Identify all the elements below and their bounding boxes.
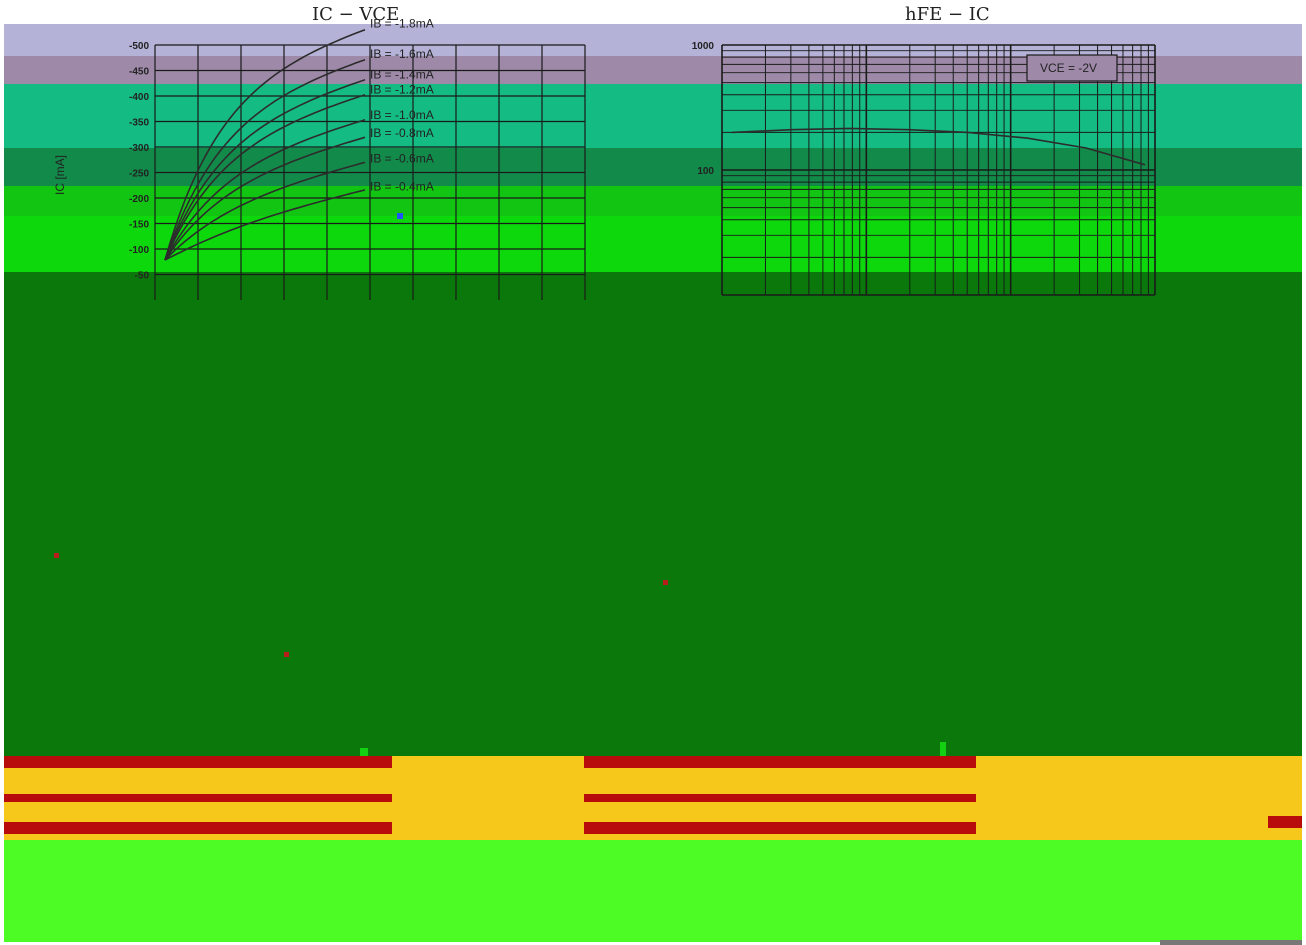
red-strip	[4, 756, 392, 768]
band-brightgreen	[4, 840, 1302, 942]
noise-bar	[1160, 940, 1302, 945]
curve-label: IB = -1.2mA	[370, 83, 434, 97]
curve-label: IB = -1.6mA	[370, 47, 434, 61]
y-tick-label: -50	[135, 271, 150, 282]
noise-bar	[940, 742, 946, 756]
y-tick-label: -300	[129, 143, 149, 154]
red-strip	[584, 822, 976, 834]
y-tick-label: 100	[697, 166, 714, 177]
curve-ib	[164, 161, 366, 261]
curve-ib	[164, 136, 366, 261]
annotation-box	[1026, 54, 1118, 82]
curve-ib	[164, 94, 366, 261]
red-strip	[1268, 816, 1302, 828]
curve-ib	[164, 119, 366, 261]
curve-ib	[164, 58, 366, 261]
y-tick-label: 1000	[692, 41, 715, 52]
y-axis-label: IC [mA]	[53, 155, 67, 195]
band-darkgreen	[4, 148, 1302, 186]
chart-ic-vce: -500 -450 -400 -350 -300 -250 -200 -150 -100 -50 I…	[53, 16, 586, 300]
noise-dot	[397, 213, 403, 219]
red-strip	[584, 756, 976, 768]
y-tick-label: -350	[129, 118, 149, 129]
curve-hfe	[731, 127, 1146, 166]
y-tick-label: -200	[129, 194, 149, 205]
curve-ib	[164, 28, 366, 261]
chart-hfe-ic: 1000 100 VCE = -2V	[692, 41, 1156, 296]
noise-dot	[284, 652, 289, 657]
curve-label: IB = -1.8mA	[370, 16, 434, 30]
chart-title-hfe-ic: hFE − IC	[905, 4, 990, 25]
y-tick-label: -450	[129, 67, 149, 78]
y-tick-label: -500	[129, 41, 149, 52]
red-strip	[584, 794, 976, 802]
annotation-vce: VCE = -2V	[1040, 61, 1097, 75]
band-lime	[4, 216, 1302, 272]
curve-ib	[164, 189, 366, 261]
band-deepgreen	[4, 272, 1302, 756]
y-tick-label: -250	[129, 169, 149, 180]
curve-label: IB = -0.6mA	[370, 152, 434, 166]
y-tick-label: -150	[129, 220, 149, 231]
red-strip	[4, 794, 392, 802]
curve-label: IB = -1.4mA	[370, 67, 434, 81]
curve-ib	[164, 79, 366, 261]
y-tick-label: -100	[129, 245, 149, 256]
y-tick-label: -400	[129, 92, 149, 103]
chart-title-ic-vce: IC − VCE	[312, 4, 400, 25]
noise-bar	[360, 748, 368, 756]
curve-label: IB = -0.8mA	[370, 126, 434, 140]
noise-dot	[663, 580, 668, 585]
red-strip	[4, 822, 392, 834]
curve-label: IB = -1.0mA	[370, 108, 434, 122]
noise-dot	[54, 553, 59, 558]
curve-label: IB = -0.4mA	[370, 180, 434, 194]
